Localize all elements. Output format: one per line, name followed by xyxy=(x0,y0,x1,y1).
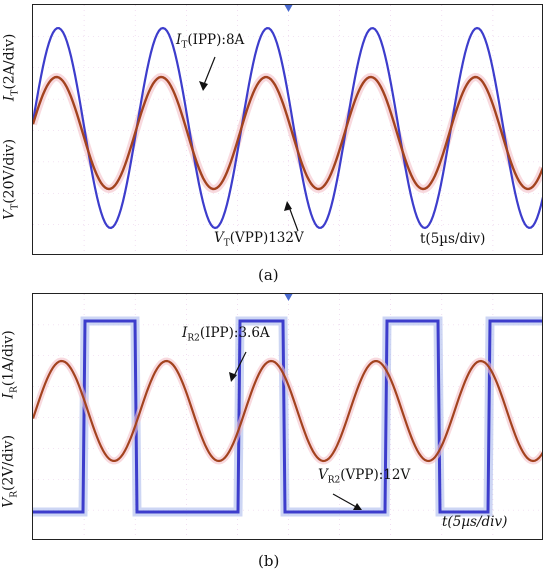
chart-a-xlabel: t(5µs/div) xyxy=(420,231,486,247)
chart-b-series-vr2 xyxy=(33,319,542,514)
chart-a-annotation-voltage: VT(VPP)132V xyxy=(214,230,304,249)
chart-b-arrowhead-current xyxy=(229,372,237,382)
chart-a-plot xyxy=(33,5,542,254)
chart-b-series-vr2-glow xyxy=(33,316,542,517)
chart-b-arrow-voltage xyxy=(332,493,359,509)
chart-panel-b xyxy=(32,293,543,540)
chart-a-series-it xyxy=(33,26,542,230)
chart-b-annotation-voltage: VR2(VPP):12V xyxy=(318,467,411,486)
chart-a-ylabel-voltage: VT(20V/div) xyxy=(1,138,21,220)
chart-b-trigger-marker xyxy=(284,294,293,301)
chart-a-caption: (a) xyxy=(258,266,279,284)
chart-b-arrow-current xyxy=(232,351,247,379)
chart-a-trigger-marker xyxy=(284,5,293,12)
chart-a-ylabel-current: IT(2A/div) xyxy=(1,33,21,102)
chart-panel-a xyxy=(32,4,543,255)
chart-b-arrows xyxy=(229,351,362,510)
chart-a-arrowhead-voltage xyxy=(284,201,292,211)
chart-b-ylabel-voltage: VR(2V/div) xyxy=(0,434,20,508)
chart-b-arrowhead-voltage xyxy=(353,503,362,510)
chart-b-xlabel: t(5µs/div) xyxy=(442,514,508,530)
chart-a-annotation-current: IT(IPP):8A xyxy=(176,32,245,51)
chart-a-arrowhead-current xyxy=(199,81,208,91)
chart-b-series-ir2 xyxy=(33,359,542,463)
chart-b-annotation-current: IR2(IPP):3.6A xyxy=(182,325,270,344)
chart-b-ylabel-current: IR(1A/div) xyxy=(0,330,20,399)
chart-b-caption: (b) xyxy=(258,552,280,570)
chart-a-arrows xyxy=(199,56,299,232)
chart-a-arrow-current xyxy=(202,56,216,88)
chart-a-series-vt xyxy=(33,75,542,191)
chart-b-plot xyxy=(33,294,542,539)
